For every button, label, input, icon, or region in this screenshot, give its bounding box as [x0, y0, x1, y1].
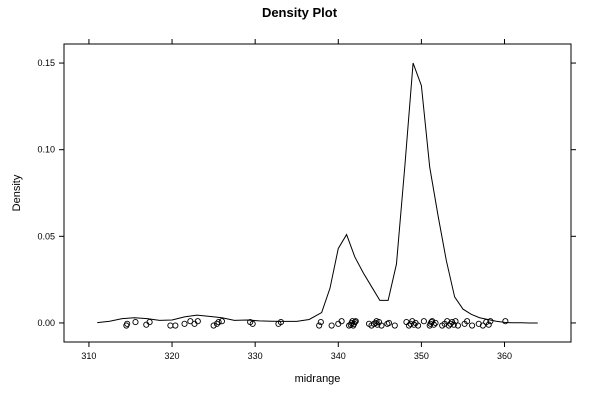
rug-point — [172, 322, 179, 329]
y-tick-label: 0.05 — [37, 231, 55, 241]
rug-point — [432, 319, 439, 326]
x-tick-label: 310 — [81, 351, 96, 361]
rug-point — [378, 322, 385, 329]
x-tick-label: 360 — [497, 351, 512, 361]
rug-point — [485, 321, 492, 328]
x-tick-label: 330 — [248, 351, 263, 361]
rug-point — [181, 320, 188, 327]
rug-point — [464, 318, 471, 325]
plot-frame — [63, 43, 572, 343]
rug-point — [213, 320, 220, 327]
rug-point — [487, 318, 494, 325]
x-tick-label: 320 — [165, 351, 180, 361]
rug-point — [167, 322, 174, 329]
rug-point — [194, 318, 201, 325]
rug-point — [317, 319, 324, 326]
rug-point — [218, 318, 225, 325]
x-axis-label: midrange — [295, 373, 341, 385]
rug-point — [316, 322, 323, 329]
y-axis-label: Density — [11, 174, 23, 211]
rug-point — [447, 320, 454, 327]
rug-point — [415, 322, 422, 329]
rug-point — [352, 318, 359, 325]
rug-point — [132, 319, 139, 326]
rug-point — [210, 322, 217, 329]
rug-point — [328, 322, 335, 329]
rug-point — [385, 319, 393, 326]
rug-point — [502, 318, 509, 325]
rug-point — [409, 318, 416, 325]
rug-points — [123, 318, 509, 329]
chart-title: Density Plot — [262, 5, 338, 20]
rug-point — [338, 318, 345, 325]
x-tick-label: 340 — [331, 351, 346, 361]
rug-point — [420, 318, 427, 325]
rug-point — [430, 321, 437, 328]
y-tick-label: 0.15 — [37, 58, 55, 68]
rug-point — [429, 318, 436, 325]
y-tick-label: 0.00 — [37, 318, 55, 328]
rug-point — [277, 319, 284, 326]
y-axis: 0.00 0.05 0.10 0.15 — [37, 58, 576, 328]
y-tick-label: 0.10 — [37, 145, 55, 155]
rug-point — [454, 322, 462, 329]
rug-point — [146, 319, 153, 326]
rug-point — [479, 322, 486, 329]
rug-point — [450, 321, 457, 328]
rug-point — [351, 319, 358, 326]
rug-point — [215, 319, 222, 326]
rug-point — [410, 321, 417, 328]
x-tick-label: 350 — [414, 351, 429, 361]
rug-point — [469, 322, 476, 329]
rug-point — [124, 320, 131, 327]
rug-point — [249, 320, 256, 327]
x-axis: 310 320 330 340 350 360 — [81, 39, 512, 361]
rug-point — [391, 322, 398, 329]
density-curve — [97, 62, 538, 324]
